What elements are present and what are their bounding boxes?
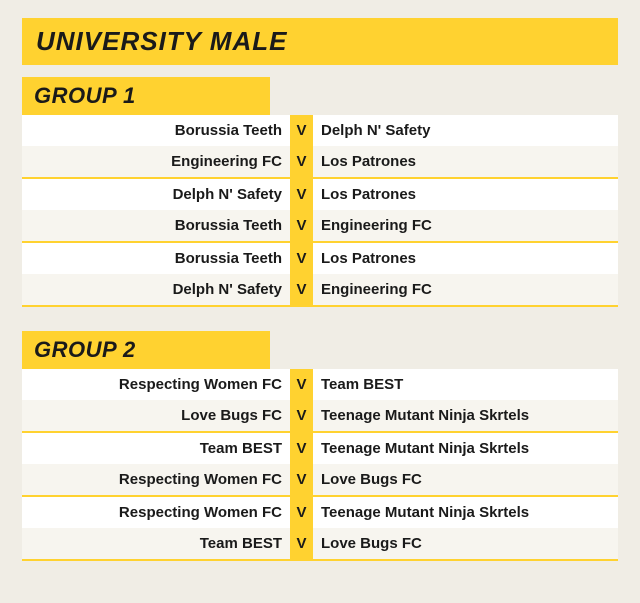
fixture-row: Delph N' SafetyVEngineering FC (22, 274, 618, 305)
group-block: GROUP 1Borussia TeethVDelph N' SafetyEng… (22, 77, 618, 307)
category-title: UNIVERSITY MALE (22, 18, 618, 65)
fixture-section: Borussia TeethVDelph N' SafetyEngineerin… (22, 115, 618, 179)
home-team: Delph N' Safety (22, 179, 290, 210)
vs-badge: V (290, 179, 313, 210)
vs-badge: V (290, 464, 313, 495)
home-team: Team BEST (22, 528, 290, 559)
away-team: Love Bugs FC (313, 528, 618, 559)
away-team: Delph N' Safety (313, 115, 618, 146)
vs-badge: V (290, 274, 313, 305)
vs-badge: V (290, 210, 313, 241)
fixture-row: Respecting Women FCVTeam BEST (22, 369, 618, 400)
fixture-row: Respecting Women FCVTeenage Mutant Ninja… (22, 497, 618, 528)
fixture-section: Respecting Women FCVTeam BESTLove Bugs F… (22, 369, 618, 433)
away-team: Teenage Mutant Ninja Skrtels (313, 400, 618, 431)
home-team: Borussia Teeth (22, 243, 290, 274)
groups-container: GROUP 1Borussia TeethVDelph N' SafetyEng… (22, 77, 618, 561)
away-team: Teenage Mutant Ninja Skrtels (313, 497, 618, 528)
home-team: Engineering FC (22, 146, 290, 177)
fixture-row: Team BESTVTeenage Mutant Ninja Skrtels (22, 433, 618, 464)
fixture-row: Love Bugs FCVTeenage Mutant Ninja Skrtel… (22, 400, 618, 431)
vs-badge: V (290, 115, 313, 146)
home-team: Love Bugs FC (22, 400, 290, 431)
fixture-row: Borussia TeethVLos Patrones (22, 243, 618, 274)
away-team: Teenage Mutant Ninja Skrtels (313, 433, 618, 464)
fixture-row: Respecting Women FCVLove Bugs FC (22, 464, 618, 495)
away-team: Love Bugs FC (313, 464, 618, 495)
fixture-row: Team BESTVLove Bugs FC (22, 528, 618, 559)
group-block: GROUP 2Respecting Women FCVTeam BESTLove… (22, 331, 618, 561)
fixture-row: Borussia TeethVDelph N' Safety (22, 115, 618, 146)
home-team: Respecting Women FC (22, 369, 290, 400)
away-team: Los Patrones (313, 243, 618, 274)
away-team: Team BEST (313, 369, 618, 400)
group-title: GROUP 2 (22, 331, 270, 369)
fixture-section: Team BESTVTeenage Mutant Ninja SkrtelsRe… (22, 433, 618, 497)
vs-badge: V (290, 528, 313, 559)
fixture-section: Delph N' SafetyVLos PatronesBorussia Tee… (22, 179, 618, 243)
vs-badge: V (290, 433, 313, 464)
away-team: Los Patrones (313, 146, 618, 177)
home-team: Respecting Women FC (22, 497, 290, 528)
group-title: GROUP 1 (22, 77, 270, 115)
fixture-row: Engineering FCVLos Patrones (22, 146, 618, 177)
vs-badge: V (290, 369, 313, 400)
away-team: Los Patrones (313, 179, 618, 210)
vs-badge: V (290, 497, 313, 528)
home-team: Borussia Teeth (22, 210, 290, 241)
vs-badge: V (290, 400, 313, 431)
fixture-section: Borussia TeethVLos PatronesDelph N' Safe… (22, 243, 618, 307)
home-team: Respecting Women FC (22, 464, 290, 495)
vs-badge: V (290, 146, 313, 177)
vs-badge: V (290, 243, 313, 274)
fixture-row: Delph N' SafetyVLos Patrones (22, 179, 618, 210)
away-team: Engineering FC (313, 210, 618, 241)
home-team: Delph N' Safety (22, 274, 290, 305)
away-team: Engineering FC (313, 274, 618, 305)
fixture-row: Borussia TeethVEngineering FC (22, 210, 618, 241)
home-team: Team BEST (22, 433, 290, 464)
fixture-section: Respecting Women FCVTeenage Mutant Ninja… (22, 497, 618, 561)
home-team: Borussia Teeth (22, 115, 290, 146)
